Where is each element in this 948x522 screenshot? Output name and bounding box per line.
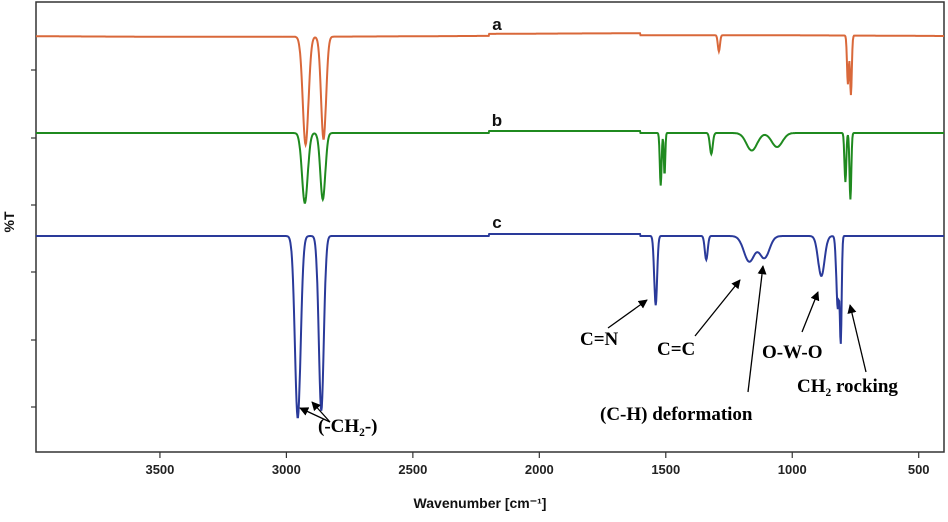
annotation-arrow: [747, 265, 767, 393]
x-tick-label: 3000: [272, 462, 301, 477]
x-axis-ticks: 3500 3000 2500 2000 1500 1000 500: [145, 452, 930, 477]
y-axis-label: %T: [1, 211, 17, 232]
annotation-label: C=N: [580, 329, 619, 350]
x-tick-label: 1500: [651, 462, 680, 477]
series-label-b: b: [492, 111, 502, 130]
series-b-line: [36, 130, 944, 204]
series-layer: [36, 32, 944, 419]
x-tick-label: 500: [908, 462, 930, 477]
series-label-a: a: [492, 15, 502, 34]
x-tick-label: 3500: [145, 462, 174, 477]
annotation-arrow: [311, 401, 331, 423]
series-label-c: c: [492, 213, 501, 232]
annotation-arrow: [694, 279, 741, 337]
plot-frame: [35, 1, 945, 453]
series-label-layer: a b c: [492, 15, 502, 232]
x-tick-label: 1000: [778, 462, 807, 477]
annotation-arrow: [847, 304, 867, 373]
series-a-line: [36, 32, 944, 149]
annotation-arrow: [801, 291, 820, 333]
annotation-label: C=C: [657, 339, 695, 360]
x-axis-label: Wavenumber [cm⁻¹]: [414, 495, 547, 511]
series-c-line: [36, 233, 944, 419]
x-tick-label: 2000: [525, 462, 554, 477]
annotation-label: O-W-O: [762, 342, 823, 363]
annotation-arrow: [299, 407, 331, 423]
x-tick-label: 2500: [398, 462, 427, 477]
annotation-label: (C-H) deformation: [600, 404, 753, 425]
annotation-label: CH₂ rocking: [797, 376, 898, 397]
annotation-arrow: [607, 299, 648, 329]
y-ticks: [31, 69, 36, 408]
annotation-layer: (-CH₂-) C=N C=C (C-H) deformation O-W-O CH₂ r…: [299, 265, 898, 437]
annotation-label: (-CH₂-): [318, 416, 378, 437]
